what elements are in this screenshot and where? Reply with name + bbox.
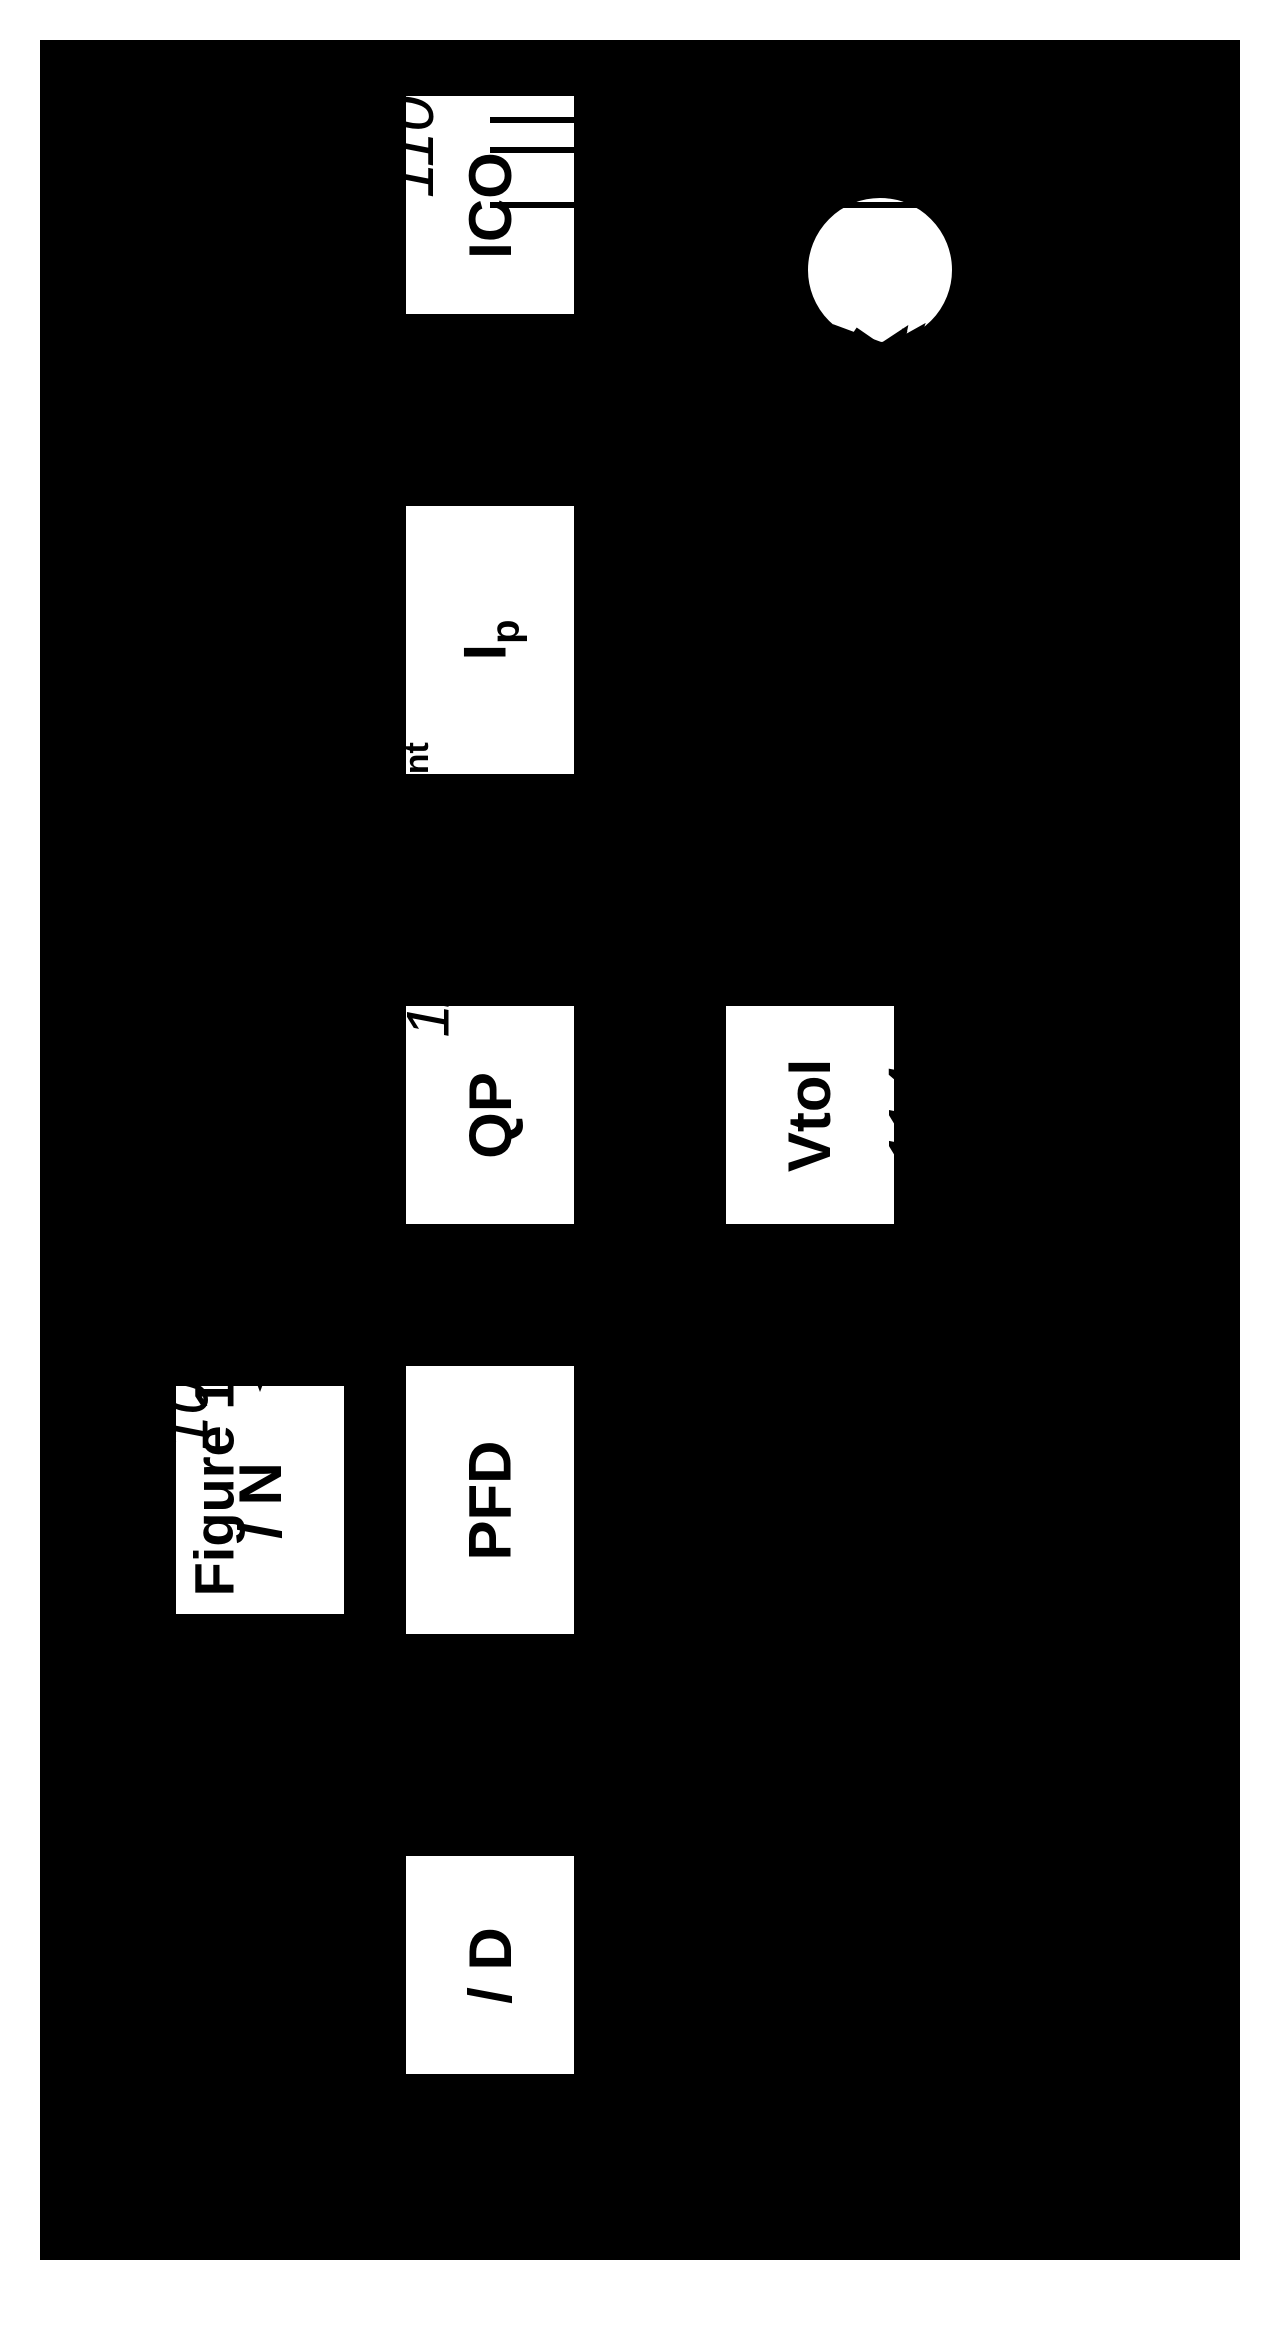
- ref-116: 116: [826, 96, 900, 198]
- label-inc: inc: [541, 1289, 595, 1355]
- block-ip: Ip: [400, 500, 580, 780]
- block-pfd: PFD: [400, 1360, 580, 1640]
- ref-114: 114: [874, 1066, 948, 1168]
- label-dec: dec: [413, 1282, 467, 1361]
- block-vtoi: VtoI: [720, 1000, 900, 1230]
- figure-caption: Figure 1: [181, 1379, 246, 1597]
- ref-106: 106: [621, 554, 695, 661]
- label-fosc: fosc: [240, 1285, 306, 1360]
- ref-100: 100: [626, 1874, 700, 1981]
- summer-node: [802, 192, 958, 348]
- ref-110: 110: [374, 96, 448, 198]
- ref-112: 112: [393, 942, 462, 1038]
- block-div-d: / D: [400, 1850, 580, 2080]
- wires: [0, 0, 1279, 2330]
- ref-102: 102: [582, 1624, 656, 1731]
- label-cint: Cint: [371, 742, 437, 820]
- block-div-d-label: / D: [455, 1927, 524, 2004]
- block-pfd-label: PFD: [456, 1440, 525, 1560]
- ref-108: 108: [589, 1044, 663, 1151]
- block-vtoi-label: VtoI: [775, 1058, 844, 1171]
- summer-plus-top: +: [920, 350, 950, 410]
- wiring-final: [0, 0, 1279, 2330]
- summer-plus-bot: +: [770, 350, 800, 410]
- wires-main: [0, 0, 1279, 2330]
- label-fref: fref: [392, 2173, 459, 2234]
- outer-frame: [0, 0, 1279, 2330]
- block-ip-label: Ip: [451, 619, 529, 660]
- block-ico-label: ICO: [455, 152, 524, 259]
- block-qp-label: QP: [455, 1072, 524, 1159]
- figure-canvas: / D 100 PFD 102 Ip 106 QP 108 VtoI 114 I…: [0, 0, 1279, 2330]
